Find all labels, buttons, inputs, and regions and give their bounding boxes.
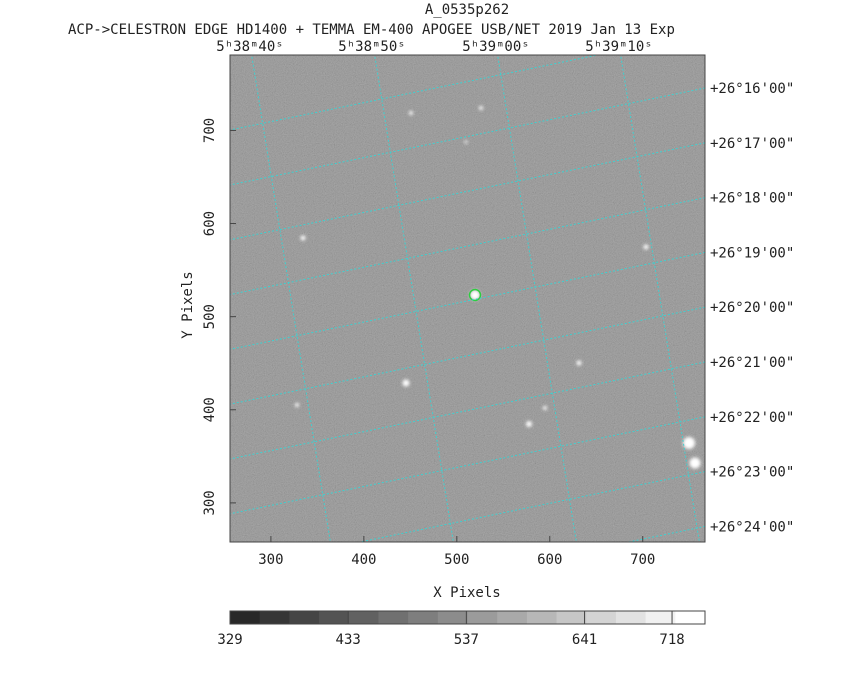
colorbar-segment (289, 611, 320, 624)
ra-grid-line (497, 55, 577, 542)
x-tick-label: 600 (537, 552, 562, 568)
dec-label: +26°24'00" (710, 519, 794, 535)
x-tick-label: 700 (630, 552, 655, 568)
chart-subtitle: ACP->CELESTRON EDGE HD1400 + TEMMA EM-40… (68, 22, 675, 38)
dec-grid-line (230, 197, 705, 296)
y-axis-label: Y Pixels (180, 271, 196, 338)
dec-label: +26°17'00" (710, 136, 794, 152)
star (683, 437, 695, 449)
colorbar-segment (437, 611, 468, 624)
colorbar-segment (259, 611, 290, 624)
dec-grid-line (230, 251, 705, 350)
dec-label: +26°20'00" (710, 300, 794, 316)
x-axis-label: X Pixels (433, 585, 500, 601)
colorbar-segment (319, 611, 350, 624)
star (295, 403, 299, 407)
y-tick-label: 500 (202, 304, 218, 329)
coordinate-grid (130, 45, 705, 552)
y-tick-label: 400 (202, 397, 218, 422)
star (470, 290, 480, 300)
colorbar-segment (408, 611, 439, 624)
chart-title: A_0535p262 (425, 2, 509, 18)
colorbar-tick-label: 641 (572, 632, 597, 648)
star (526, 421, 532, 427)
image (230, 55, 705, 542)
colorbar-segment (497, 611, 528, 624)
star (409, 111, 413, 115)
ra-grid-line (374, 55, 454, 542)
target-marker (468, 288, 482, 302)
plot-frame (229, 54, 706, 543)
dec-label: +26°16'00" (710, 81, 794, 97)
star (689, 457, 701, 469)
dec-grid-line (357, 471, 705, 542)
x-tick-label: 500 (444, 552, 469, 568)
x-tick-label: 300 (258, 552, 283, 568)
ra-grid-line (130, 45, 212, 552)
ra-label: 5ʰ39ᵐ10ˢ (585, 39, 652, 55)
star (543, 406, 547, 410)
dec-grid-line (230, 142, 705, 241)
dec-label: +26°19'00" (710, 245, 794, 261)
dec-grid-line (230, 416, 705, 515)
colorbar-segment (526, 611, 558, 624)
colorbar-segment (348, 611, 379, 624)
colorbar-segment (378, 611, 409, 624)
colorbar-tick-label: 433 (336, 632, 361, 648)
y-tick-label: 300 (202, 490, 218, 515)
dec-label: +26°21'00" (710, 355, 794, 371)
dec-label: +26°22'00" (710, 410, 794, 426)
colorbar-tick-label: 718 (659, 632, 684, 648)
star (643, 244, 649, 250)
dec-grid-line (230, 361, 705, 460)
colorbar-tick-label: 537 (454, 632, 479, 648)
ra-grid-line (251, 55, 331, 542)
x-tick-label: 400 (351, 552, 376, 568)
colorbar-segment (615, 611, 647, 624)
colorbar-segment (675, 611, 706, 624)
colorbar-segment (556, 611, 587, 624)
colorbar-segment (645, 611, 676, 624)
colorbar-segment (230, 611, 261, 624)
star (464, 140, 468, 144)
colorbar-segment (586, 611, 617, 624)
star (300, 235, 306, 241)
y-tick-label: 600 (202, 211, 218, 236)
colorbar-segment (467, 611, 498, 624)
ra-grid-line (620, 55, 700, 542)
ra-label: 5ʰ39ᵐ00ˢ (462, 39, 529, 55)
ra-label: 5ʰ38ᵐ50ˢ (338, 39, 405, 55)
image-noise (230, 55, 705, 542)
star (576, 360, 582, 366)
star (402, 379, 410, 387)
dec-grid-line (230, 87, 705, 186)
dec-label: +26°18'00" (710, 191, 794, 207)
dec-label: +26°23'00" (710, 465, 794, 481)
ra-label: 5ʰ38ᵐ40ˢ (216, 39, 283, 55)
colorbar-tick-label: 329 (217, 632, 242, 648)
stars (295, 106, 701, 469)
dec-grid-line (230, 306, 705, 405)
star (479, 106, 483, 110)
y-tick-label: 700 (202, 118, 218, 143)
